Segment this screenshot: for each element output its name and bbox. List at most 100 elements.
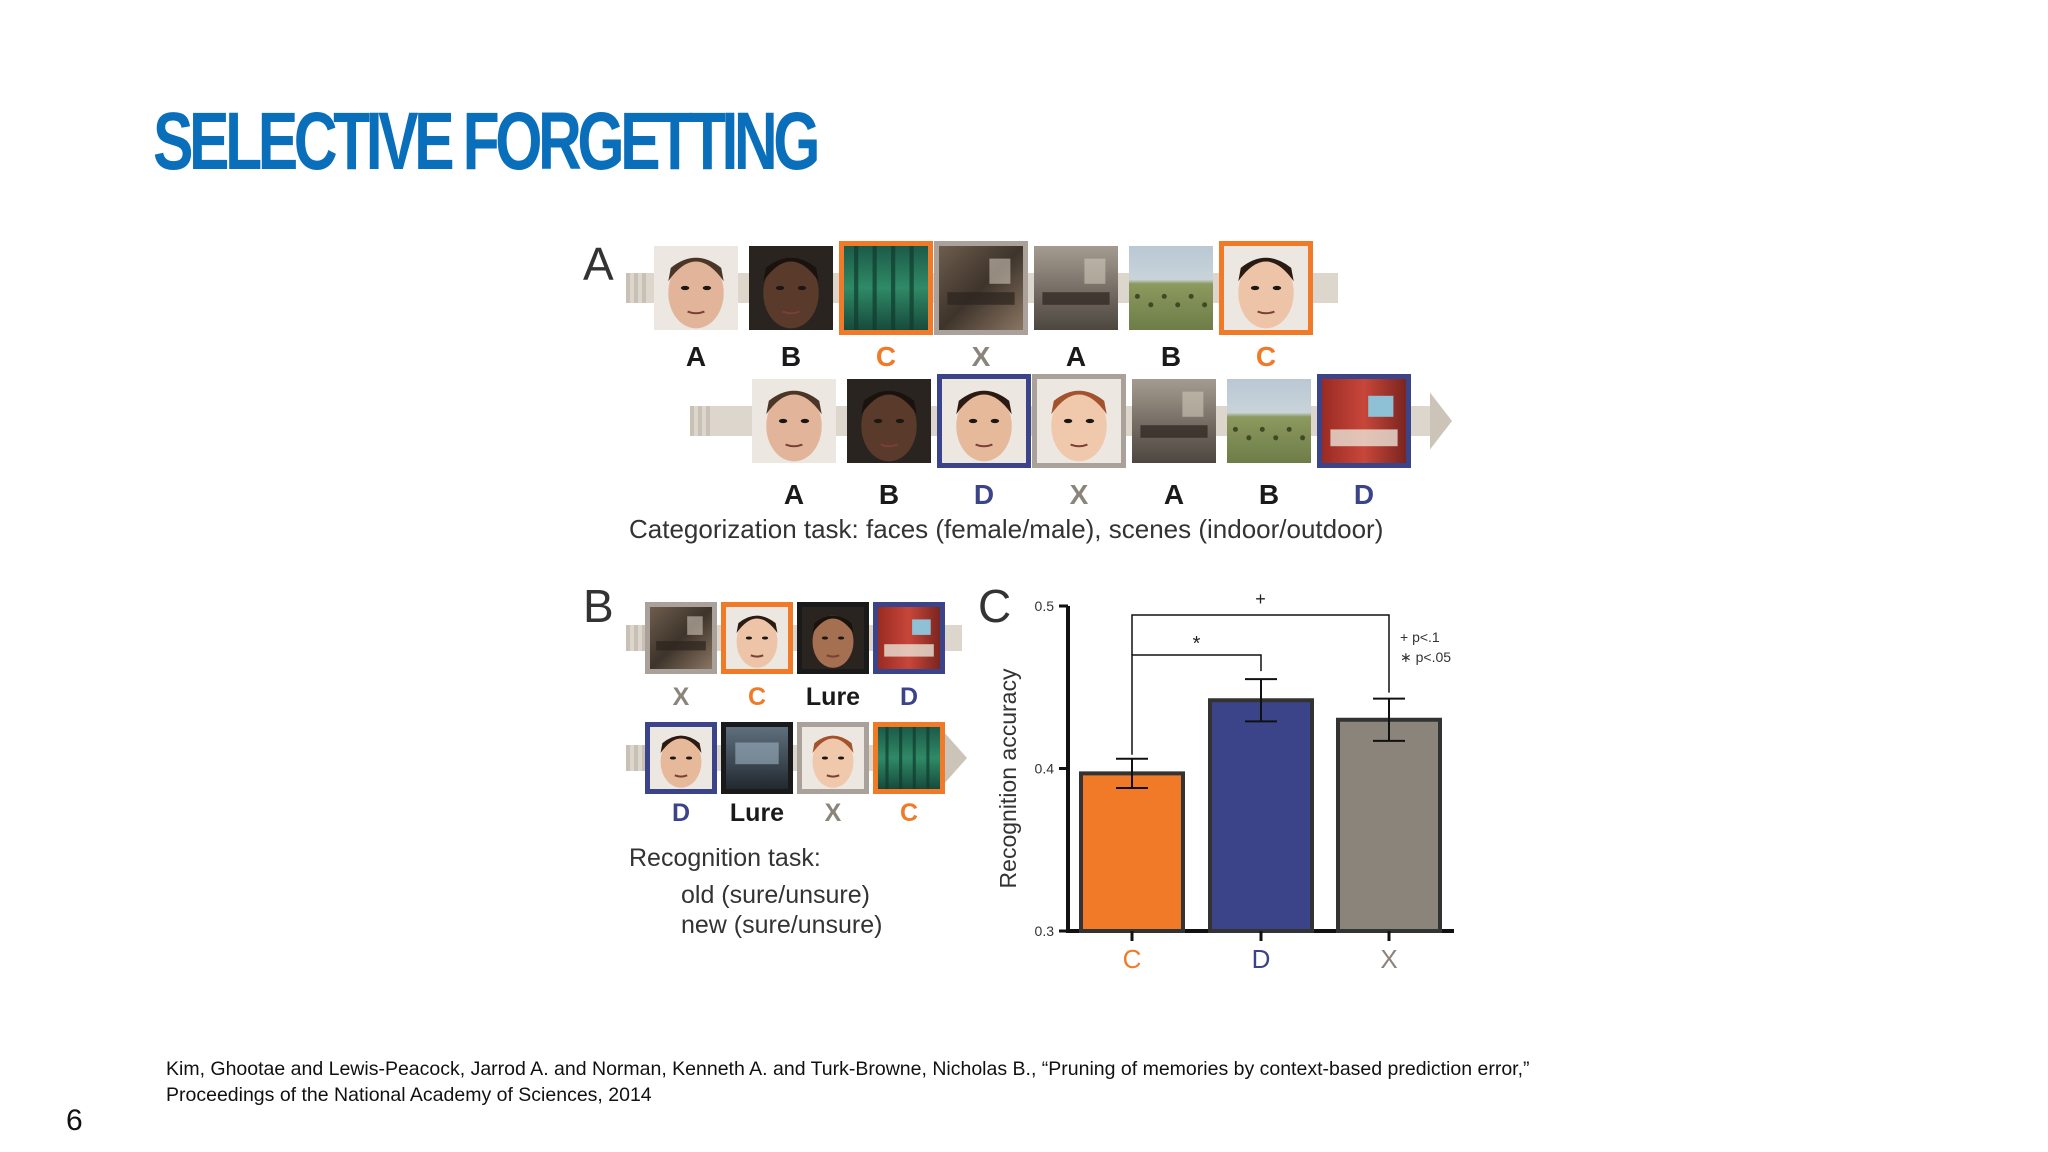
face-shape xyxy=(766,390,822,462)
tree-trunk xyxy=(885,727,889,789)
window xyxy=(989,258,1011,284)
eye-left xyxy=(778,418,788,424)
scene-fill xyxy=(1129,246,1213,330)
mouth xyxy=(826,774,840,778)
panel-label-a: A xyxy=(583,238,614,290)
x-tick-label: D xyxy=(1252,944,1271,974)
item-label: C xyxy=(900,799,918,827)
item-label: C xyxy=(876,341,896,372)
hair-shape xyxy=(668,257,724,282)
face-shape xyxy=(763,257,819,329)
legend-p-05: ∗ p<.05 xyxy=(1400,649,1451,665)
timeline-tick xyxy=(642,625,646,651)
item-label: C xyxy=(748,683,766,711)
recognition-task-title: Recognition task: xyxy=(629,844,821,872)
timeline-tick xyxy=(706,406,710,436)
tree-trunk xyxy=(854,246,859,330)
face-shape xyxy=(861,390,917,462)
eye-right xyxy=(837,756,845,760)
tree-trunk xyxy=(926,727,930,789)
mouth xyxy=(826,654,840,658)
thumbnail-face-male xyxy=(654,246,738,330)
furniture xyxy=(947,292,1015,305)
tree-trunk xyxy=(912,727,916,789)
page-number: 6 xyxy=(66,1104,83,1137)
panel-a-caption: Categorization task: faces (female/male)… xyxy=(629,514,1383,544)
legend-p-01: + p<.1 xyxy=(1400,629,1440,645)
thumbnail-scene-indoor xyxy=(934,241,1028,335)
mouth xyxy=(687,310,705,315)
face-shape xyxy=(812,615,854,668)
eye-right xyxy=(685,756,693,760)
shrub xyxy=(1232,426,1238,432)
shrub xyxy=(1175,302,1181,308)
recognition-option-new: new (sure/unsure) xyxy=(681,911,882,939)
eye-right xyxy=(797,285,807,291)
panel-label-c: C xyxy=(978,580,1011,632)
tree-trunk xyxy=(909,246,914,330)
eye-left xyxy=(669,756,677,760)
thumbnail-face-female xyxy=(721,602,793,674)
timeline-tick xyxy=(642,745,646,771)
tree-trunk xyxy=(899,727,903,789)
bar-C xyxy=(1079,771,1185,933)
item-label: X xyxy=(673,683,690,711)
timeline-tick xyxy=(626,745,630,771)
item-label: D xyxy=(672,799,690,827)
eye-left xyxy=(821,636,829,640)
eye-right xyxy=(1272,285,1282,291)
hair-shape xyxy=(812,615,854,634)
item-label: X xyxy=(972,341,991,372)
face-shape xyxy=(736,615,778,668)
hair-shape xyxy=(736,615,778,634)
thumbnail-scene-field xyxy=(1129,246,1213,330)
tree-trunk xyxy=(891,246,896,330)
hair-shape xyxy=(1238,257,1294,282)
shrub xyxy=(1134,293,1140,299)
thumbnail-scene-forest xyxy=(839,241,933,335)
eye-right xyxy=(990,418,1000,424)
scene-fill xyxy=(1322,379,1406,463)
item-label: A xyxy=(784,479,804,510)
significance-bracket-cx xyxy=(1131,614,1390,693)
item-label: X xyxy=(825,799,842,827)
eye-left xyxy=(745,636,753,640)
shrub xyxy=(1246,435,1252,441)
y-tick-label: 0.5 xyxy=(1035,598,1055,614)
slide-title: SELECTIVE FORGETTING xyxy=(153,96,820,187)
tree-trunk xyxy=(872,246,877,330)
shrub xyxy=(1202,302,1208,308)
thumbnail-face-female2 xyxy=(937,374,1031,468)
thumbnail-face-female3 xyxy=(1032,374,1126,468)
bar-D xyxy=(1208,698,1314,933)
hair-shape xyxy=(956,390,1012,415)
eye-right xyxy=(1085,418,1095,424)
panel-b-sequence: B X C Lure D D Lure X C Recognition task: old (sur… xyxy=(583,580,967,939)
furniture xyxy=(1140,425,1208,438)
hair-shape xyxy=(812,735,854,754)
timeline-tick xyxy=(642,273,646,303)
shrub xyxy=(1300,435,1306,441)
item-label: C xyxy=(1256,341,1276,372)
item-label: X xyxy=(1070,479,1089,510)
shrub xyxy=(1259,426,1265,432)
timeline-tick xyxy=(634,625,638,651)
y-axis-label: Recognition accuracy xyxy=(995,668,1021,888)
eye-left xyxy=(680,285,690,291)
timeline-tick xyxy=(626,273,630,303)
shrub xyxy=(1286,426,1292,432)
mouth xyxy=(1070,443,1088,448)
thumbnail-scene-kitchen xyxy=(873,602,945,674)
significance-bracket-cd xyxy=(1131,654,1262,755)
item-label: A xyxy=(1164,479,1184,510)
eye-left xyxy=(775,285,785,291)
item-label: Lure xyxy=(730,799,784,827)
mouth xyxy=(880,443,898,448)
citation-line-2: Proceedings of the National Academy of S… xyxy=(166,1084,652,1106)
panel-a-sequence: A A B C X A B C A B D X A B D Categorization task: face… xyxy=(583,238,1452,544)
thumbnail-scene-field xyxy=(1227,379,1311,463)
window xyxy=(1368,395,1394,417)
panel-label-b: B xyxy=(583,580,614,632)
eye-left xyxy=(1063,418,1073,424)
